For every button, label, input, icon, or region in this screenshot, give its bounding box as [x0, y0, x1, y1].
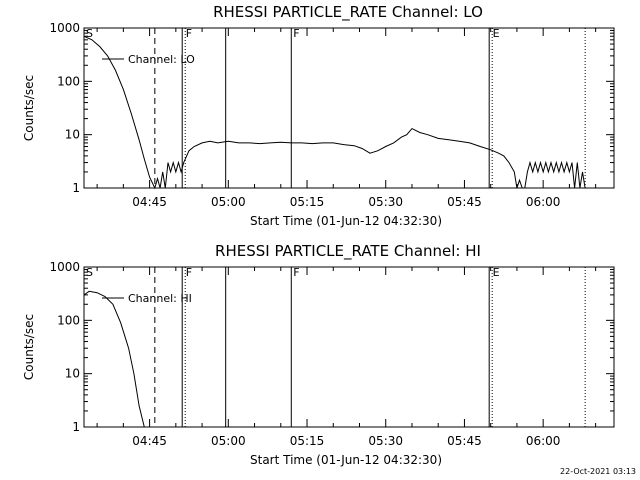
legend-label: Channel: LO — [128, 53, 195, 66]
legend: Channel: LO — [102, 53, 195, 66]
y-tick-label: 10 — [65, 128, 80, 142]
marker-label: F — [293, 27, 299, 40]
marker-label: S — [86, 27, 93, 40]
y-tick-label: 1 — [72, 420, 80, 434]
x-tick-label: 05:30 — [368, 434, 403, 448]
legend-label: Channel: HI — [128, 292, 192, 305]
y-tick-label: 1000 — [49, 21, 80, 35]
series-line — [83, 290, 145, 428]
x-tick-label: 04:45 — [132, 434, 167, 448]
y-tick-label: 10 — [65, 367, 80, 381]
x-tick-label: 05:45 — [447, 195, 482, 209]
series-layer — [83, 290, 145, 428]
y-tick-label: 100 — [57, 74, 80, 88]
y-tick-label: 1 — [72, 181, 80, 195]
x-ticks: 04:45 05:00 05:15 05:30 05:45 06:00 — [96, 28, 597, 209]
series-layer — [83, 35, 586, 190]
chart-title: RHESSI PARTICLE_RATE Channel: HI — [215, 242, 481, 261]
y-tick-label: 100 — [57, 313, 80, 327]
marker-label: S — [86, 266, 93, 279]
x-tick-label: 06:00 — [526, 434, 561, 448]
y-axis-label: Counts/sec — [22, 75, 36, 141]
series-line — [83, 35, 586, 190]
x-tick-label: 04:45 — [132, 195, 167, 209]
legend: Channel: HI — [102, 292, 192, 305]
y-axis-label: Counts/sec — [22, 314, 36, 380]
x-tick-label: 05:00 — [211, 434, 246, 448]
lo-channel-panel: RHESSI PARTICLE_RATE Channel: LO Counts/… — [22, 3, 615, 228]
timestamp: 22-Oct-2021 03:13 — [560, 467, 636, 476]
marker-label: E — [493, 27, 500, 40]
chart-title: RHESSI PARTICLE_RATE Channel: LO — [213, 3, 483, 22]
y-ticks: 1 10 100 1000 — [49, 260, 614, 434]
x-tick-label: 05:15 — [290, 195, 325, 209]
x-tick-label: 06:00 — [526, 195, 561, 209]
marker-label: E — [493, 266, 500, 279]
x-ticks: 04:45 05:00 05:15 05:30 05:45 06:00 — [96, 267, 597, 448]
marker-label: F — [186, 27, 192, 40]
plot-frame — [83, 266, 615, 428]
y-tick-label: 1000 — [49, 260, 80, 274]
x-axis-label: Start Time (01-Jun-12 04:32:30) — [250, 214, 442, 228]
x-tick-label: 05:00 — [211, 195, 246, 209]
x-axis-label: Start Time (01-Jun-12 04:32:30) — [250, 453, 442, 467]
x-tick-label: 05:30 — [368, 195, 403, 209]
y-ticks: 1 10 100 1000 — [49, 21, 614, 195]
marker-label: F — [293, 266, 299, 279]
x-tick-label: 05:15 — [290, 434, 325, 448]
hi-channel-panel: RHESSI PARTICLE_RATE Channel: HI Counts/… — [22, 242, 615, 467]
marker-label: F — [186, 266, 192, 279]
x-tick-label: 05:45 — [447, 434, 482, 448]
